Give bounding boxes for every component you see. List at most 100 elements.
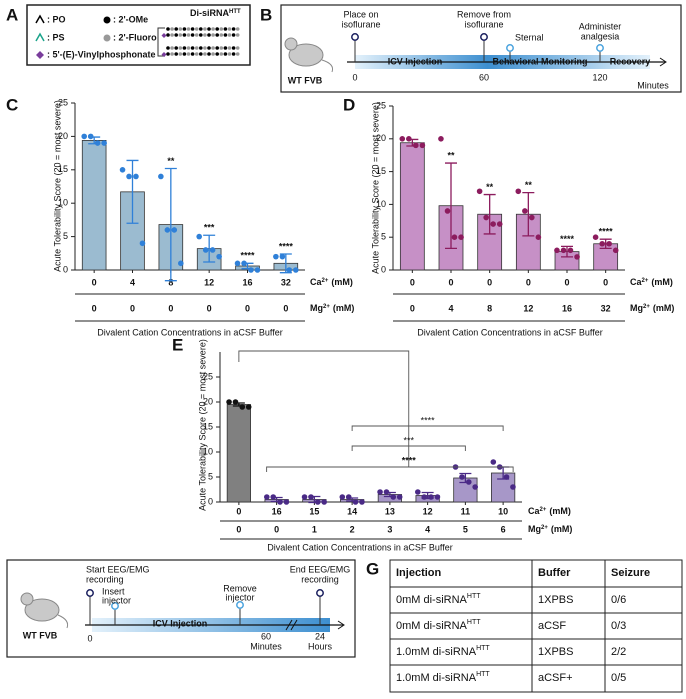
category-label: 5 [463, 524, 468, 534]
nucleotide [223, 52, 228, 56]
category-label: 0 [168, 303, 173, 313]
significance: *** [204, 223, 215, 233]
category-label: 1 [312, 524, 317, 534]
row-label-sup: 2+ [540, 507, 547, 513]
table-cell: 1XPBS [538, 594, 573, 606]
row-label: Mg2+ (mM) [630, 303, 674, 313]
row-label: Ca2+ (mM) [310, 277, 353, 287]
cell-text: 1.0mM di-siRNA [396, 646, 477, 658]
nucleotide [211, 33, 215, 37]
legend-text: : PS [47, 32, 65, 42]
event-stems [354, 40, 601, 62]
category-label: 16 [562, 303, 572, 313]
table-lines [390, 560, 682, 692]
event-label: isoflurane [464, 19, 503, 29]
strands [161, 27, 240, 57]
data-point [293, 267, 299, 273]
row-label: Ca2+ (mM) [528, 506, 571, 516]
bracket [351, 445, 466, 451]
significance: ** [525, 180, 533, 190]
x-axis-label: Divalent Cation Concentrations in aCSF B… [267, 542, 452, 552]
category-label: 0 [410, 303, 415, 313]
nucleotide [186, 52, 191, 56]
data-point [133, 173, 139, 180]
category-label: 12 [423, 506, 433, 516]
unit-label: Minutes [637, 80, 669, 90]
data-point [241, 260, 247, 267]
category-label: 15 [309, 506, 319, 516]
arrow-head [337, 620, 345, 630]
row-label-sup: 2+ [322, 278, 329, 284]
y-tick-label: 25 [376, 100, 386, 110]
category-label: 16 [272, 506, 282, 516]
category-label: 0 [603, 277, 608, 287]
row-label-unit: (mM) [549, 506, 571, 516]
phase-label: Recovery [610, 56, 651, 66]
significance: ** [167, 156, 175, 166]
nucleotide [215, 46, 219, 50]
nucleotide [190, 46, 195, 50]
category-label: 0 [92, 303, 97, 313]
category-label: 0 [526, 277, 531, 287]
data-point [476, 188, 483, 195]
panel-label: E [172, 335, 183, 354]
event-label: End EEG/EMG [290, 564, 351, 574]
error-bar [445, 162, 457, 250]
table-cell: 2/2 [611, 646, 626, 658]
data-point [279, 253, 286, 260]
event-marker [111, 602, 119, 610]
nucleotide [174, 46, 178, 50]
y-tick-label: 0 [63, 264, 68, 274]
nucleotide [215, 52, 219, 56]
cell-text: 0mM di-siRNA [396, 620, 468, 632]
nucleotide [231, 46, 236, 50]
event-label: Insert [102, 586, 125, 596]
event-label: analgesia [581, 31, 620, 41]
data-point [126, 173, 132, 180]
nucleotide [166, 46, 170, 50]
data-point [352, 499, 359, 505]
phase-label: Behavioral Monitoring [492, 56, 587, 66]
table-cell: 1.0mM di-siRNAHTT [396, 671, 490, 684]
category-label: 8 [487, 303, 492, 313]
nucleotide [231, 52, 236, 56]
data-point [283, 499, 290, 505]
data-point [158, 173, 164, 180]
table-cell: aCSF [538, 620, 566, 632]
row-label-text: Ca [310, 277, 322, 287]
y-tick-label: 15 [58, 164, 68, 174]
nucleotide [203, 46, 207, 50]
nucleotide [174, 33, 178, 37]
data-point [472, 484, 478, 490]
event-marker [596, 44, 604, 52]
data-point [567, 247, 574, 254]
table-cell: 1.0mM di-siRNAHTT [396, 645, 490, 658]
nucleotide [190, 27, 195, 31]
data-point [535, 234, 542, 240]
data-point [248, 267, 254, 273]
category-label: 0 [92, 277, 97, 287]
data-point [254, 267, 261, 273]
data-point [245, 404, 252, 410]
table-header: Buffer [538, 567, 571, 579]
nucleotide [223, 27, 228, 31]
data-point [399, 136, 406, 142]
data-point [226, 399, 232, 405]
table-border [389, 559, 683, 693]
nucleotide [215, 27, 219, 31]
nucleotide [211, 46, 215, 50]
nucleotide [186, 27, 191, 31]
mouse-icon [20, 592, 69, 629]
nucleotide [227, 33, 232, 37]
data-point [510, 484, 516, 490]
panel-b: WT FVB Place on isoflurane Remove from i… [280, 4, 682, 93]
event-marker [86, 589, 94, 597]
row-label-sup: 2+ [642, 278, 649, 284]
significance: **** [279, 241, 294, 251]
cell-sup: HTT [467, 619, 481, 626]
tick-label: Hours [308, 641, 333, 651]
nucleotide [235, 46, 240, 50]
y-tick-label: 20 [376, 133, 386, 143]
event-marker [236, 601, 244, 609]
